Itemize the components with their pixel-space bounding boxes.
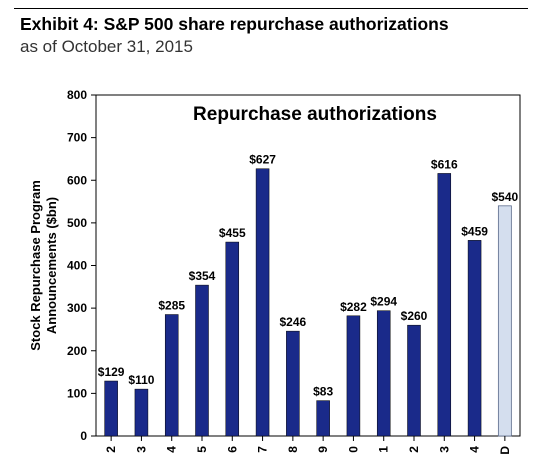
x-tick-label: 4 [165,446,179,453]
y-tick-label: 100 [67,386,87,400]
bar-data-label: $83 [313,385,333,399]
x-tick-label: 4 [468,446,482,453]
y-tick-label: 600 [67,173,87,187]
bar [225,241,240,437]
x-tick-label: D [498,446,512,454]
bar-data-label: $354 [189,269,216,283]
bar-data-label: $616 [431,157,458,171]
exhibit-title: Exhibit 4: S&P 500 share repurchase auth… [20,14,449,34]
bar [134,388,149,437]
x-tick-label: 6 [225,446,239,453]
bar-data-label: $540 [492,190,519,204]
bar [407,324,421,437]
x-tick-label: 2 [104,446,118,453]
exhibit-subtitle: as of October 31, 2015 [20,37,193,56]
bar-data-label: $282 [340,300,367,314]
bar [497,205,512,437]
bar-data-label: $455 [219,226,246,240]
bar [104,380,118,437]
x-tick-label: 2 [407,446,421,453]
x-tick-label: 7 [256,446,270,453]
x-tick-label: 9 [316,446,330,453]
x-tick-label: 3 [134,446,148,453]
chart-title: Repurchase authorizations [193,104,437,125]
bar [376,310,391,437]
bar-data-label: $246 [280,315,307,329]
plot-frame [95,94,521,437]
y-tick-label: 500 [67,216,87,230]
y-tick-label: 400 [67,259,87,273]
y-tick-label: 200 [67,344,87,358]
bar-data-label: $459 [461,224,488,238]
y-tick-label: 800 [67,88,87,102]
x-tick-label: 1 [377,446,391,453]
bar [164,314,179,437]
bar [255,168,270,437]
bar [437,173,452,437]
x-tick-label: 3 [437,446,451,453]
bar-data-label: $627 [249,153,276,167]
bar [467,240,482,437]
top-rule [14,8,528,9]
bar-data-label: $285 [158,299,185,313]
bar [286,330,300,437]
bar-data-label: $110 [128,373,154,387]
y-tick-label: 700 [67,131,87,145]
bar-data-label: $294 [370,295,397,309]
x-tick-label: 5 [195,446,209,453]
y-tick-label: 300 [67,301,87,315]
x-tick-label: 8 [286,446,300,453]
bar [316,400,330,437]
y-axis-label: Stock Repurchase ProgramAnnouncements ($… [28,180,59,351]
bar-data-label: $260 [401,309,428,323]
bar [346,315,361,437]
x-tick-label: 0 [346,446,360,453]
bar-data-label: $129 [98,365,125,379]
bar [195,284,209,437]
y-tick-label: 0 [80,429,87,443]
